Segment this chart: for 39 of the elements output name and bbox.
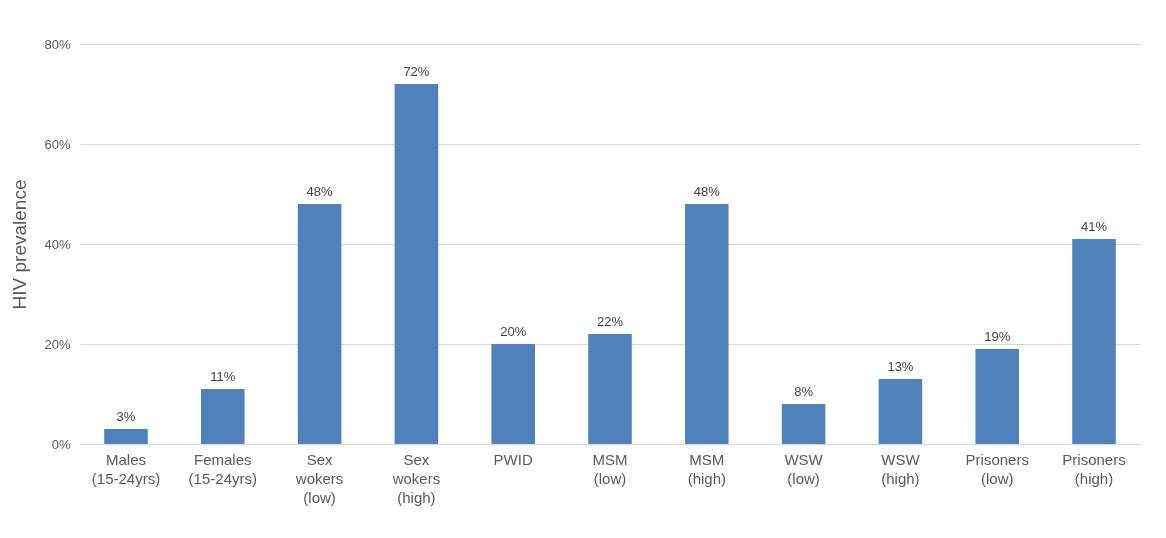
x-tick-label: MSM (low) — [592, 450, 628, 487]
data-label: 22% — [596, 314, 624, 329]
bar — [781, 404, 826, 444]
bar — [201, 389, 245, 444]
bar — [297, 204, 342, 444]
y-tick-label: 60% — [44, 136, 71, 152]
y-tick-label: 20% — [44, 336, 71, 352]
bar — [394, 84, 439, 444]
x-tick-label: Sex wokers (high) — [391, 450, 441, 506]
bar — [104, 429, 148, 444]
bar — [685, 204, 729, 444]
data-label: 48% — [693, 184, 721, 199]
y-tick-label: 80% — [44, 36, 71, 52]
x-tick-label: MSM (high) — [687, 450, 726, 487]
x-tick-label: WSW (low) — [784, 450, 824, 487]
data-label: 48% — [306, 184, 334, 199]
data-label: 13% — [887, 359, 914, 374]
data-label: 20% — [500, 324, 527, 339]
x-tick-label: Females (15-24yrs) — [188, 450, 257, 487]
data-label: 11% — [210, 369, 236, 384]
data-label: 41% — [1081, 219, 1108, 234]
data-label: 8% — [794, 384, 814, 399]
data-label: 19% — [984, 329, 1011, 344]
data-label: 3% — [116, 409, 136, 424]
bar — [588, 334, 632, 444]
x-tick-label: Sex wokers (low) — [294, 450, 344, 506]
x-tick-label: Males (15-24yrs) — [91, 450, 161, 487]
y-axis-title: HIV prevalence — [9, 179, 31, 310]
bar — [878, 379, 923, 444]
data-label: 72% — [403, 64, 430, 79]
x-tick-label: Prisoners (high) — [1062, 450, 1126, 487]
x-tick-label: Prisoners (low) — [965, 450, 1029, 487]
x-tick-label: PWID — [493, 450, 533, 468]
x-tick-label: WSW (high) — [881, 450, 921, 487]
y-tick-label: 40% — [44, 236, 71, 252]
bar — [491, 344, 535, 444]
y-tick-label: 0% — [51, 436, 71, 452]
bar — [975, 349, 1019, 444]
bar — [1072, 239, 1116, 444]
